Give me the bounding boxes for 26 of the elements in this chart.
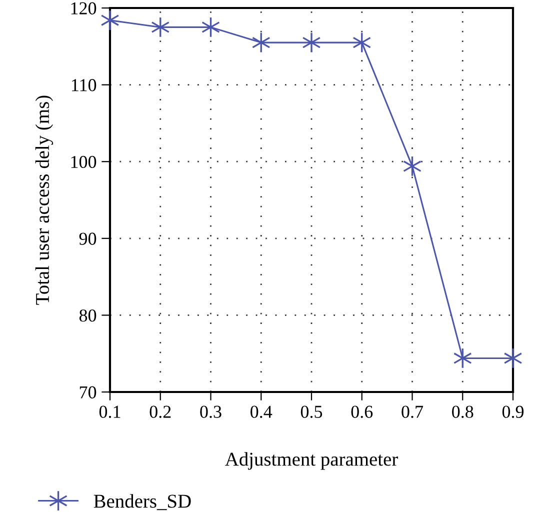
point: [453, 348, 472, 369]
point: [100, 10, 120, 31]
legend-label: Benders_SD: [94, 494, 191, 510]
y-tick-label: 110: [72, 79, 96, 92]
x-tick-label: 0.2: [150, 406, 171, 418]
point: [302, 32, 321, 54]
y-tick-label: 90: [79, 232, 96, 245]
point: [201, 16, 220, 38]
point: [352, 32, 372, 54]
x-tick-label: 0.7: [402, 406, 424, 418]
x-tick-label: 0.5: [300, 406, 322, 418]
x-tick-label: 0.4: [250, 406, 272, 418]
y-tick-label: 80: [79, 309, 96, 322]
x-axis-title: Adjustment parameter: [225, 452, 398, 470]
y-tick-label: 120: [71, 2, 96, 14]
x-tick-label: 0.1: [99, 406, 120, 418]
y-tick-label: 100: [71, 156, 96, 168]
point: [504, 348, 522, 369]
point: [252, 32, 270, 54]
x-tick-label: 0.3: [200, 406, 222, 418]
point: [402, 156, 422, 177]
y-axis-title: Total user access dely (ms): [35, 96, 54, 305]
y-tick-label: 70: [80, 386, 96, 398]
x-tick-label: 0.6: [351, 406, 373, 418]
x-tick-label: 0.8: [452, 406, 474, 418]
x-tick-label: 0.9: [502, 406, 524, 418]
